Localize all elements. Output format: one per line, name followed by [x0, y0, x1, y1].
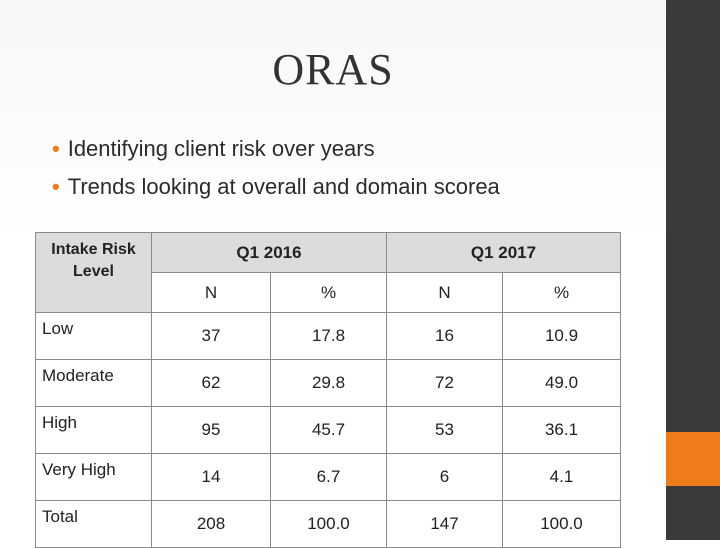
corner-header: Intake Risk Level	[35, 232, 152, 313]
row-label: Moderate	[35, 359, 152, 407]
bullet-text: Trends looking at overall and domain sco…	[67, 174, 500, 199]
cell: 208	[151, 500, 271, 548]
row-label: Low	[35, 312, 152, 360]
bullet-item: • Trends looking at overall and domain sc…	[52, 168, 652, 206]
bullet-text: Identifying client risk over years	[67, 136, 375, 161]
table-row: High 95 45.7 53 36.1	[35, 406, 621, 454]
cell: 6	[386, 453, 503, 501]
slide-title: ORAS	[272, 45, 394, 94]
corner-header-text: Intake Risk Level	[51, 241, 136, 280]
cell: 10.9	[502, 312, 621, 360]
cell: 17.8	[270, 312, 387, 360]
accent-square	[666, 432, 720, 486]
table-row: Moderate 62 29.8 72 49.0	[35, 359, 621, 407]
cell: 100.0	[270, 500, 387, 548]
cell: 147	[386, 500, 503, 548]
group-header-2016: Q1 2016	[151, 232, 387, 273]
row-label: Very High	[35, 453, 152, 501]
sub-header-pct-2016: %	[270, 272, 387, 313]
cell: 14	[151, 453, 271, 501]
cell: 100.0	[502, 500, 621, 548]
cell: 36.1	[502, 406, 621, 454]
table-row: Low 37 17.8 16 10.9	[35, 312, 621, 360]
sub-header-n-2017: N	[386, 272, 503, 313]
sub-header-pct-2017: %	[502, 272, 621, 313]
cell: 4.1	[502, 453, 621, 501]
cell: 95	[151, 406, 271, 454]
cell: 62	[151, 359, 271, 407]
bullet-icon: •	[52, 174, 60, 199]
table-row: Very High 14 6.7 6 4.1	[35, 453, 621, 501]
cell: 72	[386, 359, 503, 407]
bullet-icon: •	[52, 136, 60, 161]
cell: 29.8	[270, 359, 387, 407]
cell: 53	[386, 406, 503, 454]
cell: 49.0	[502, 359, 621, 407]
cell: 37	[151, 312, 271, 360]
risk-table: Intake Risk Level Q1 2016 Q1 2017 N % N …	[35, 232, 621, 548]
row-label: Total	[35, 500, 152, 548]
sub-header-n-2016: N	[151, 272, 271, 313]
group-header-2017: Q1 2017	[386, 232, 621, 273]
cell: 16	[386, 312, 503, 360]
cell: 6.7	[270, 453, 387, 501]
table-row-total: Total 208 100.0 147 100.0	[35, 500, 621, 548]
row-label: High	[35, 406, 152, 454]
bullet-list: • Identifying client risk over years • Tre…	[52, 130, 652, 206]
bullet-item: • Identifying client risk over years	[52, 130, 652, 168]
cell: 45.7	[270, 406, 387, 454]
